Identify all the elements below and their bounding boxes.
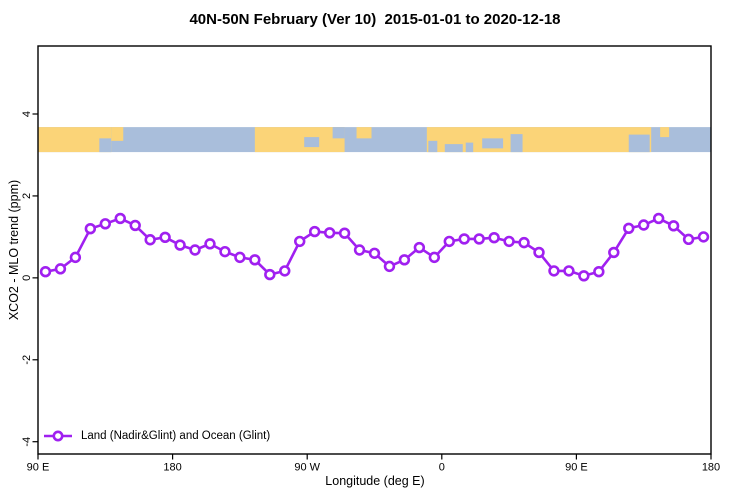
data-point xyxy=(608,246,620,259)
data-point xyxy=(294,235,306,248)
map-strip-land-patch xyxy=(111,127,124,141)
data-point xyxy=(488,232,500,244)
data-point xyxy=(398,254,411,266)
data-point xyxy=(578,270,590,282)
data-point xyxy=(623,222,635,234)
data-point xyxy=(144,234,156,246)
map-strip-ocean-patch xyxy=(428,140,438,153)
data-point xyxy=(279,265,291,277)
x-tick-label: 90 E xyxy=(565,462,588,474)
data-point xyxy=(323,227,336,239)
x-tick-label: 180 xyxy=(163,462,181,474)
x-tick-label: 90 E xyxy=(27,462,50,474)
legend-marker-icon xyxy=(44,430,72,442)
chart-title: 40N-50N February (Ver 10) 2015-01-01 to … xyxy=(189,11,561,28)
data-point xyxy=(219,245,231,258)
y-tick-label: -2 xyxy=(21,355,33,365)
data-point xyxy=(69,251,82,264)
data-point xyxy=(353,244,366,256)
map-strip-ocean-patch xyxy=(628,134,650,153)
data-point xyxy=(174,239,186,251)
data-point xyxy=(593,266,605,278)
map-strip-ocean-patch xyxy=(99,138,112,153)
data-point xyxy=(159,231,171,244)
map-strip-land xyxy=(254,127,345,153)
map-strip-ocean-patch xyxy=(510,134,523,153)
data-point xyxy=(428,251,441,264)
map-strip-ocean-patch xyxy=(482,138,504,149)
map-strip-ocean-patch xyxy=(304,137,320,148)
x-tick-label: 0 xyxy=(439,462,445,474)
data-point xyxy=(697,231,710,243)
data-line xyxy=(44,217,705,278)
y-tick-label: 4 xyxy=(21,111,33,117)
data-point xyxy=(264,268,276,281)
map-strip-ocean-patch xyxy=(332,127,345,139)
data-point xyxy=(368,247,381,259)
data-point xyxy=(533,246,545,259)
plot-frame xyxy=(37,45,712,455)
data-point xyxy=(413,241,426,254)
x-tick-label: 90 W xyxy=(294,462,320,474)
y-axis-label: XCO2 - MLO trend (ppm) xyxy=(7,179,21,321)
data-point xyxy=(473,233,485,245)
data-point xyxy=(458,233,470,245)
map-strip-land-patch xyxy=(660,127,670,138)
y-tick-label: -4 xyxy=(21,437,33,447)
data-point xyxy=(652,212,665,225)
data-point xyxy=(383,260,396,273)
data-point xyxy=(637,219,650,231)
map-strip-land xyxy=(426,127,652,153)
legend-label: Land (Nadir&Glint) and Ocean (Glint) xyxy=(81,430,271,442)
data-point xyxy=(563,265,575,277)
data-point xyxy=(189,244,201,256)
data-point xyxy=(548,265,560,277)
map-strip-ocean-patch xyxy=(465,142,474,153)
data-point xyxy=(443,235,455,248)
data-point xyxy=(39,266,52,278)
data-point xyxy=(249,254,261,266)
data-point xyxy=(99,218,112,230)
data-point xyxy=(503,235,515,248)
y-tick-label: 0 xyxy=(21,275,33,281)
data-point xyxy=(84,222,97,235)
data-point xyxy=(204,238,216,250)
data-point xyxy=(338,227,351,239)
x-tick-label: 180 xyxy=(702,462,720,474)
map-strip-land xyxy=(38,127,112,153)
data-point xyxy=(667,220,680,232)
map-strip-land-patch xyxy=(356,127,372,139)
x-axis-label: Longitude (deg E) xyxy=(325,474,425,488)
data-point xyxy=(129,219,141,232)
data-point xyxy=(308,225,321,238)
y-tick-label: 2 xyxy=(21,193,33,199)
data-point xyxy=(518,236,530,249)
map-strip-ocean-patch xyxy=(444,144,463,153)
legend: Land (Nadir&Glint) and Ocean (Glint) xyxy=(43,430,270,442)
legend-circle-icon xyxy=(52,430,64,442)
data-point xyxy=(54,263,67,275)
data-point xyxy=(234,251,246,264)
data-point xyxy=(114,212,126,225)
data-point xyxy=(682,233,695,246)
